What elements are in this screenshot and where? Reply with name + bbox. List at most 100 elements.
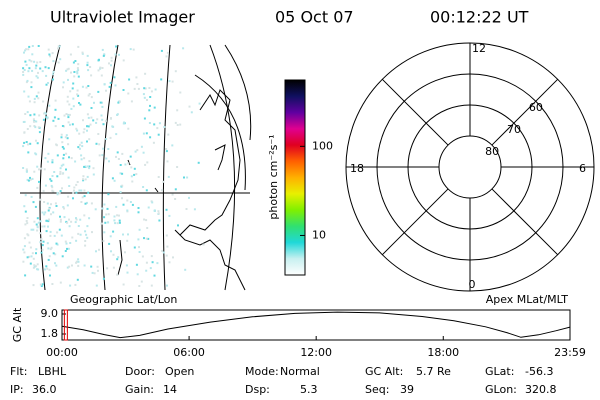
pixel: [56, 231, 59, 234]
pixel: [166, 160, 169, 163]
pixel: [69, 123, 71, 126]
time-marker: [63, 309, 68, 341]
pixel: [87, 94, 90, 97]
pixel: [35, 120, 38, 123]
x-tick-label: 18:00: [427, 346, 459, 359]
pixel: [156, 262, 159, 265]
pixel: [47, 247, 50, 250]
pixel: [95, 121, 98, 124]
pixel: [176, 124, 179, 126]
pixel: [24, 60, 27, 63]
pixel: [71, 87, 74, 90]
pixel: [83, 165, 86, 168]
pixel: [119, 164, 122, 166]
meridian: [209, 44, 236, 291]
pixel: [32, 228, 35, 231]
pixel: [25, 141, 28, 143]
pixel: [122, 89, 125, 91]
pixel: [158, 219, 161, 222]
pixel: [36, 165, 39, 168]
pixel: [142, 186, 145, 188]
field-label: Mode:: [245, 365, 279, 378]
pixel: [64, 240, 67, 243]
pixel: [23, 51, 25, 54]
pixel: [104, 221, 107, 224]
pixel: [174, 121, 177, 124]
footer: Flt: LBHL Door: Open Mode: Normal GC Alt: 5.7 R…: [10, 365, 557, 396]
pixel: [25, 168, 28, 171]
pixel: [27, 179, 30, 182]
pixel: [28, 255, 31, 258]
pixel: [103, 231, 106, 234]
pixel: [183, 176, 185, 179]
time: 00:12:22 UT: [430, 8, 529, 27]
pixel: [157, 176, 160, 178]
pixel: [108, 160, 110, 163]
pixel: [100, 114, 103, 117]
pixel: [24, 49, 27, 52]
pixel: [44, 157, 47, 160]
pixel: [36, 268, 39, 271]
pixel: [77, 232, 80, 235]
pixel: [107, 213, 110, 216]
pixel: [70, 157, 73, 160]
pixel: [172, 256, 174, 259]
pixel: [46, 242, 49, 245]
pixel: [66, 137, 69, 140]
pixel: [88, 165, 91, 168]
pixel: [26, 178, 29, 181]
pixel: [78, 189, 81, 192]
pixel: [36, 263, 39, 266]
field-label: Dsp:: [245, 383, 270, 396]
pixel: [55, 242, 58, 245]
pixel: [77, 225, 80, 227]
pixel: [126, 271, 129, 274]
pixel: [67, 113, 70, 116]
pixel: [40, 285, 43, 287]
pixel: [65, 242, 68, 245]
pixel: [37, 91, 40, 94]
pixel: [133, 167, 136, 170]
pixel: [32, 257, 35, 260]
pixel: [60, 164, 63, 167]
pixel: [60, 136, 63, 139]
pixel: [86, 129, 88, 132]
pixel: [167, 175, 170, 178]
pixel: [122, 203, 125, 206]
pixel: [95, 142, 98, 145]
pixel: [65, 134, 68, 137]
pixel: [138, 246, 140, 249]
pixel: [33, 97, 36, 100]
pixel: [188, 105, 191, 108]
pixel: [116, 214, 119, 217]
pixel: [49, 230, 52, 233]
pixel: [36, 142, 39, 145]
x-tick-label: 12:00: [300, 346, 332, 359]
pixel: [45, 83, 48, 86]
pixel: [55, 143, 58, 146]
pixel: [166, 51, 169, 54]
pixel: [50, 179, 53, 182]
pixel: [36, 186, 39, 189]
pixel: [171, 80, 174, 83]
pixel: [167, 133, 170, 136]
pixel: [77, 69, 80, 72]
pixel: [100, 222, 103, 225]
pixel: [96, 118, 99, 121]
pixel: [39, 61, 42, 63]
pixel: [50, 213, 52, 216]
pixel: [96, 265, 99, 268]
pixel: [45, 116, 48, 119]
pixel: [26, 128, 29, 130]
pixel: [145, 219, 148, 222]
pixel: [135, 173, 138, 176]
pixel: [43, 168, 46, 171]
pixel: [22, 67, 25, 70]
pixel: [75, 183, 78, 186]
pixel: [86, 113, 89, 116]
pixel: [157, 133, 160, 136]
pixel: [106, 267, 109, 270]
pixel: [24, 274, 27, 277]
pixel: [89, 66, 92, 68]
pixel: [97, 133, 100, 135]
